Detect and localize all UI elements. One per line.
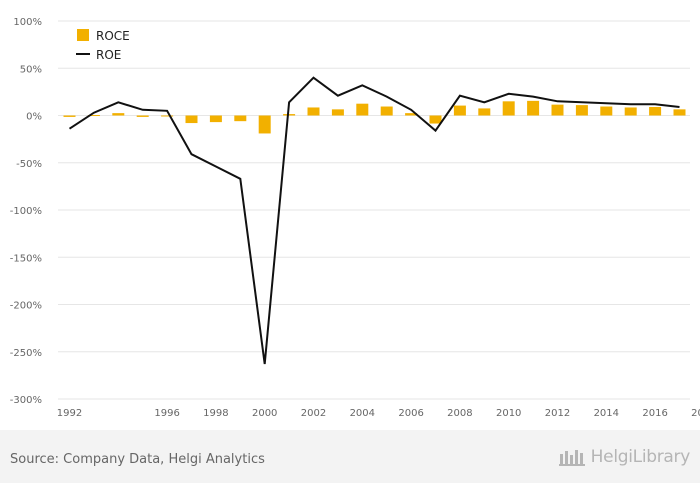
x-tick-label: 2018 xyxy=(691,408,700,419)
y-tick-label: -150% xyxy=(10,253,42,264)
roce-bar xyxy=(453,105,466,116)
roce-bar xyxy=(649,106,662,116)
roce-bar xyxy=(87,115,100,117)
roe-series-line xyxy=(68,76,680,365)
x-tick-label: 2010 xyxy=(496,408,521,419)
gridlines xyxy=(58,20,690,400)
roce-bar xyxy=(575,105,588,116)
x-tick-label: 2014 xyxy=(594,408,619,419)
library-icon xyxy=(558,450,585,466)
x-tick-label: 1992 xyxy=(57,408,82,419)
roce-bar xyxy=(429,115,442,124)
legend-roe-label: ROE xyxy=(96,48,121,62)
x-tick-label: 1996 xyxy=(154,408,179,419)
roce-bar xyxy=(209,115,222,123)
roce-bar xyxy=(551,104,564,116)
roce-bar xyxy=(673,109,686,116)
roce-bars xyxy=(63,100,686,134)
roce-bar xyxy=(307,107,320,116)
x-tick-label: 2012 xyxy=(545,408,570,419)
x-tick-label: 2004 xyxy=(350,408,375,419)
x-tick-label: 2006 xyxy=(398,408,423,419)
x-axis-ticks: 1992 1996 1998 2000 2002 2004 2006 2008 2010 2012… xyxy=(57,408,700,419)
roce-bar xyxy=(63,115,76,117)
legend-roce-swatch xyxy=(77,29,89,41)
source-note: Source: Company Data, Helgi Analytics xyxy=(10,452,265,467)
roce-bar xyxy=(161,115,174,117)
x-tick-label: 1998 xyxy=(203,408,228,419)
chart: 100% 50% 0% -50% -100% -150% -200% -250% -300% 1… xyxy=(10,17,700,419)
y-tick-label: -50% xyxy=(16,159,42,170)
y-tick-label: -200% xyxy=(10,301,42,312)
x-tick-label: 2002 xyxy=(301,408,326,419)
roce-bar xyxy=(356,103,369,116)
x-tick-label: 2000 xyxy=(252,408,277,419)
roce-bar xyxy=(600,106,613,116)
y-tick-label: -250% xyxy=(10,348,42,359)
roce-bar xyxy=(405,113,418,116)
roce-bar xyxy=(502,101,515,116)
roce-bar xyxy=(185,115,198,124)
legend: ROCE ROE xyxy=(76,29,130,62)
roe-line xyxy=(68,76,680,365)
y-tick-label: -300% xyxy=(10,395,42,406)
roce-bar xyxy=(112,113,125,116)
roce-bar xyxy=(283,114,296,116)
roce-bar xyxy=(478,108,491,116)
x-tick-label: 2008 xyxy=(447,408,472,419)
y-tick-label: 100% xyxy=(13,17,42,28)
roce-bar xyxy=(136,115,149,117)
y-tick-label: 0% xyxy=(26,112,42,123)
brand-logo: HelgiLibrary xyxy=(558,447,691,467)
roce-bar xyxy=(234,115,247,122)
brand-name: HelgiLibrary xyxy=(590,447,691,467)
footer: Source: Company Data, Helgi Analytics He… xyxy=(0,430,700,483)
y-tick-label: -100% xyxy=(10,206,42,217)
roce-bar xyxy=(624,107,637,116)
y-tick-label: 50% xyxy=(20,64,42,75)
roce-bar xyxy=(380,106,393,116)
x-tick-label: 2016 xyxy=(642,408,667,419)
y-axis-ticks: 100% 50% 0% -50% -100% -150% -200% -250% -300% xyxy=(10,17,42,406)
legend-roce-label: ROCE xyxy=(96,29,130,43)
roce-bar xyxy=(331,109,344,116)
roce-bar xyxy=(527,100,540,116)
roce-bar xyxy=(258,115,271,134)
